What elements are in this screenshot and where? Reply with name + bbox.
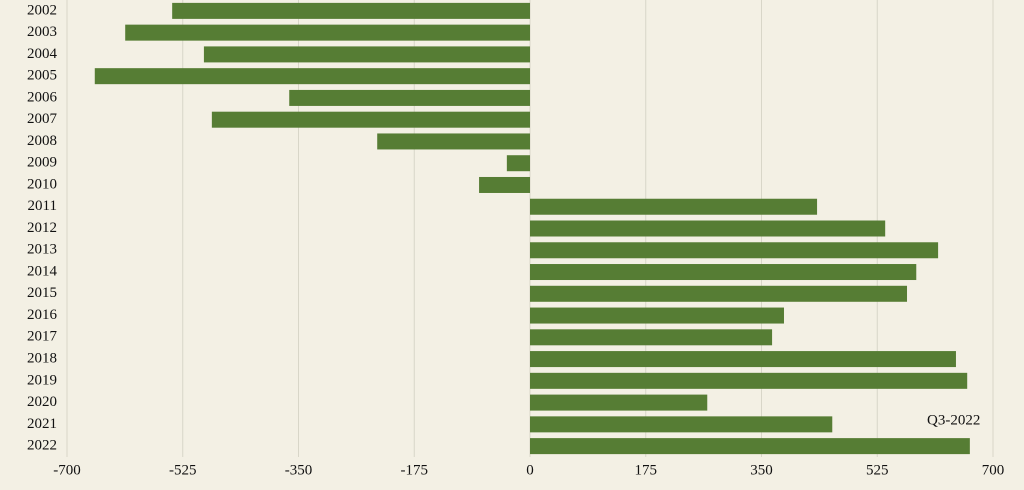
bar [530,416,833,433]
x-tick-label: 700 [982,462,1005,478]
y-tick-label: 2006 [27,89,58,105]
y-tick-label: 2012 [27,220,57,236]
y-tick-label: 2007 [27,111,58,127]
y-tick-label: 2003 [27,24,57,40]
y-tick-label: 2015 [27,285,57,301]
bar [530,372,968,389]
y-tick-label: 2017 [27,329,58,345]
y-tick-label: 2018 [27,351,57,367]
x-tick-label: -175 [401,462,429,478]
bar [289,89,530,106]
y-tick-label: 2020 [27,394,57,410]
x-tick-label: 350 [750,462,773,478]
x-tick-label: 0 [526,462,534,478]
x-tick-label: -525 [169,462,197,478]
bar [530,198,818,215]
bar [94,68,530,85]
x-tick-label: 175 [635,462,658,478]
bar [479,176,530,193]
y-tick-label: 2014 [27,263,58,279]
y-tick-label: 2008 [27,133,57,149]
y-tick-label: 2022 [27,438,57,454]
bar [530,242,939,259]
bar [172,2,530,19]
annotation: Q3-2022 [927,412,980,428]
bar [203,46,530,63]
bar [377,133,530,150]
bar [530,307,784,324]
bar [530,220,886,237]
y-tick-label: 2011 [28,198,57,214]
bar [530,329,773,346]
y-tick-label: 2021 [27,416,57,432]
bar [125,24,530,41]
x-tick-label: 525 [866,462,889,478]
bar [530,438,970,455]
y-tick-label: 2002 [27,2,57,18]
y-tick-label: 2009 [27,155,57,171]
bar [530,285,908,302]
y-tick-label: 2004 [27,46,58,62]
x-tick-label: -350 [285,462,313,478]
bar [506,155,530,172]
bar [530,351,956,368]
y-tick-label: 2013 [27,242,57,258]
y-tick-label: 2016 [27,307,58,323]
y-tick-label: 2019 [27,372,57,388]
bar [530,264,917,281]
bar [530,394,708,411]
y-tick-label: 2010 [27,176,57,192]
y-tick-label: 2005 [27,68,57,84]
x-tick-label: -700 [53,462,81,478]
bar [211,111,531,128]
